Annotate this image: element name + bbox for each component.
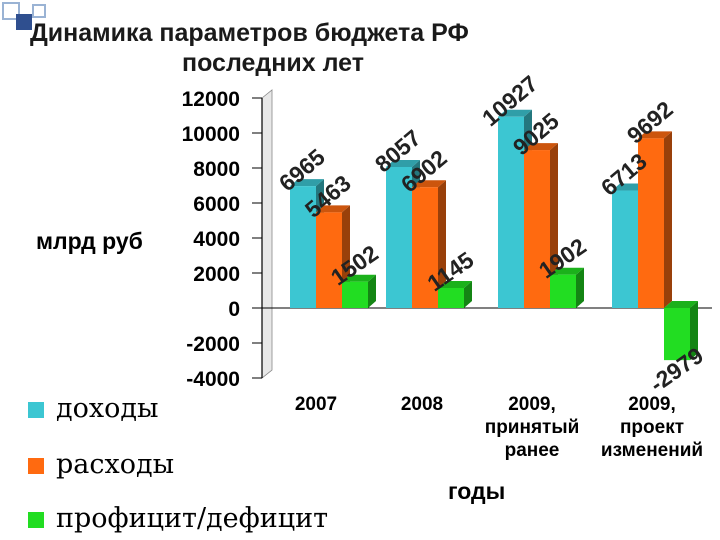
y-tick-label: -4000 bbox=[186, 368, 240, 391]
decor-square-3 bbox=[32, 4, 46, 18]
x-axis-label: годы bbox=[448, 478, 506, 504]
bar-top bbox=[290, 179, 324, 187]
bar-доходы-4 bbox=[612, 190, 638, 308]
y-tick-label: 0 bbox=[228, 298, 240, 321]
bars bbox=[290, 109, 698, 361]
x-category-label: 2008 bbox=[400, 394, 444, 415]
x-category-label: 2009, проект изменений bbox=[600, 394, 704, 461]
y-tick-label: 4000 bbox=[193, 228, 240, 251]
y-tick-label: 8000 bbox=[193, 158, 240, 181]
bar-расходы-3 bbox=[524, 150, 550, 308]
bar-top bbox=[342, 274, 376, 282]
chart-title-line2: последних лет bbox=[182, 49, 364, 77]
y-tick-label: 2000 bbox=[193, 263, 240, 286]
chart-title-line1: Динамика параметров бюджета РФ bbox=[30, 19, 469, 47]
bar-профицит/дефицит-3 bbox=[550, 274, 576, 308]
x-category-label: 2007 bbox=[294, 394, 338, 415]
decor-square-1 bbox=[2, 2, 20, 20]
chart-title: Динамика параметров бюджета РФ последних… bbox=[30, 18, 550, 78]
bar-top bbox=[524, 143, 558, 151]
y-tick-label: 6000 bbox=[193, 193, 240, 216]
legend-swatch bbox=[28, 402, 44, 418]
bar-расходы-4 bbox=[638, 138, 664, 308]
y-tick-label: -2000 bbox=[186, 333, 240, 356]
x-category-label: 2009, принятый ранее bbox=[484, 394, 580, 461]
bar-top bbox=[386, 160, 420, 168]
bar-top bbox=[664, 301, 698, 308]
legend-label: доходы bbox=[56, 393, 159, 424]
bar-top bbox=[612, 183, 646, 191]
bar-расходы-1 bbox=[316, 212, 342, 308]
bar-доходы-1 bbox=[290, 186, 316, 308]
bar-top bbox=[316, 205, 350, 213]
bar-side bbox=[438, 180, 446, 308]
bar-профицит/дефицит-2 bbox=[438, 287, 464, 308]
y-axis-label: млрд руб bbox=[36, 228, 143, 254]
plot-wall bbox=[261, 89, 273, 379]
y-tick-label: 10000 bbox=[182, 123, 240, 146]
bar-side bbox=[690, 301, 698, 361]
bar-доходы-2 bbox=[386, 167, 412, 308]
bar-side bbox=[550, 143, 558, 308]
bar-top bbox=[638, 131, 672, 139]
bar-top bbox=[550, 267, 584, 275]
decor-square-2 bbox=[16, 14, 32, 30]
legend-swatch bbox=[28, 458, 44, 474]
bar-top bbox=[438, 280, 472, 288]
bar-top bbox=[412, 180, 446, 188]
bar-профицит/дефицит-4 bbox=[664, 308, 690, 361]
bar-side bbox=[576, 267, 584, 308]
legend-swatch bbox=[28, 512, 44, 528]
bar-side bbox=[368, 274, 376, 308]
y-axis: 12000 10000 8000 6000 4000 2000 0 -2000 -4000 bbox=[182, 88, 262, 391]
bar-профицит/дефицит-1 bbox=[342, 281, 368, 308]
legend-label: профицит/дефицит bbox=[56, 503, 329, 534]
bar-top bbox=[498, 109, 532, 117]
bar-доходы-3 bbox=[498, 116, 524, 308]
bar-расходы-2 bbox=[412, 187, 438, 308]
legend-label: расходы bbox=[56, 449, 175, 480]
y-tick-label: 12000 bbox=[182, 88, 240, 111]
bar-side bbox=[464, 280, 472, 308]
bar-side bbox=[664, 131, 672, 308]
